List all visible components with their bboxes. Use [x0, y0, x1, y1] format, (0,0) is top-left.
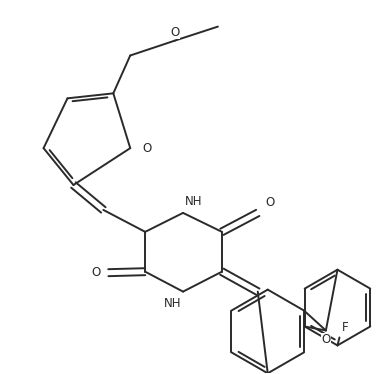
- Text: O: O: [91, 266, 100, 279]
- Text: O: O: [170, 25, 180, 39]
- Text: O: O: [142, 142, 151, 154]
- Text: O: O: [266, 196, 275, 209]
- Text: O: O: [321, 334, 330, 346]
- Text: NH: NH: [163, 297, 181, 310]
- Text: NH: NH: [185, 195, 202, 208]
- Text: F: F: [342, 321, 348, 334]
